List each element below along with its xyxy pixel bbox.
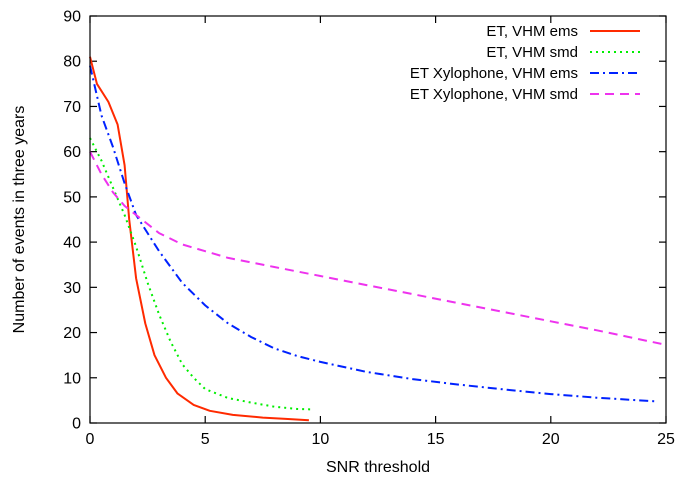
y-tick-label: 50	[63, 189, 81, 206]
y-tick-label: 0	[72, 416, 81, 433]
y-tick-label: 80	[63, 54, 81, 71]
series-line-1	[89, 56, 309, 422]
x-axis-label: SNR threshold	[326, 459, 430, 476]
series-layer	[89, 56, 662, 422]
y-tick-label: 90	[63, 9, 81, 26]
x-tick-label: 0	[86, 431, 95, 448]
y-tick-label: 70	[63, 99, 81, 116]
y-tick-label: 20	[63, 325, 81, 342]
x-tick-label: 10	[312, 431, 330, 448]
x-tick-label: 25	[657, 431, 675, 448]
x-tick-label: 15	[427, 431, 445, 448]
y-tick-label: 30	[63, 280, 81, 297]
x-tick-label: 5	[201, 431, 210, 448]
y-tick-label: 60	[63, 144, 81, 161]
y-axis-ticks: 0 10 20 30 40 50 60 70 80 90	[63, 9, 666, 433]
legend: ET, VHM ems ET, VHM smd ET Xylophone, VHM …	[410, 23, 640, 103]
x-axis-ticks: 0 5 10 15 20 25	[86, 16, 675, 448]
y-axis-label: Number of events in three years	[11, 106, 28, 334]
x-tick-label: 20	[542, 431, 560, 448]
plot-frame	[89, 15, 667, 424]
legend-label-2: ET, VHM smd	[486, 44, 578, 61]
series-line-3	[89, 65, 655, 403]
legend-label-4: ET Xylophone, VHM smd	[410, 86, 578, 103]
y-tick-label: 40	[63, 235, 81, 252]
legend-label-3: ET Xylophone, VHM ems	[410, 65, 578, 82]
series-line-4	[89, 151, 662, 345]
legend-label-1: ET, VHM ems	[486, 23, 578, 40]
y-tick-label: 10	[63, 370, 81, 387]
